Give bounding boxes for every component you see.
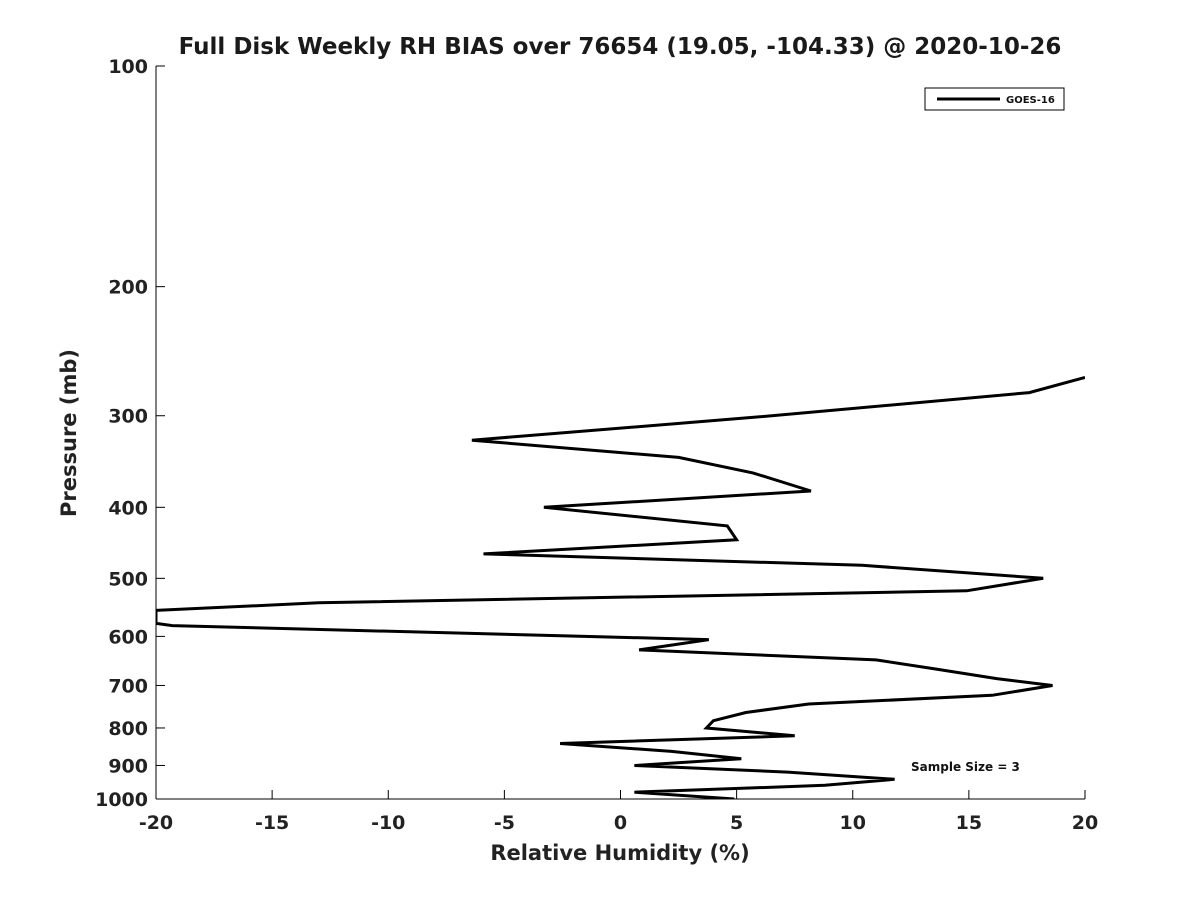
chart-title: Full Disk Weekly RH BIAS over 76654 (19.… [179, 34, 1062, 60]
x-tick-label-5: 5 [730, 812, 743, 834]
x-tick-label-7: 15 [956, 812, 982, 834]
x-tick-label-2: -10 [371, 812, 405, 834]
legend: GOES-16 [924, 87, 1065, 111]
y-axis-label: Pressure (mb) [57, 349, 81, 517]
series-line-goes-16 [156, 375, 1085, 799]
y-tick-label-8: 900 [108, 755, 148, 777]
x-tick-label-4: 0 [614, 812, 627, 834]
y-tick-label-1: 200 [108, 277, 148, 299]
y-tick-label-7: 800 [108, 718, 148, 740]
y-tick-label-0: 100 [108, 56, 148, 78]
x-tick-label-6: 10 [840, 812, 866, 834]
x-tick-label-3: -5 [494, 812, 515, 834]
sample-size-annotation: Sample Size = 3 [911, 760, 1020, 774]
x-axis-label: Relative Humidity (%) [490, 841, 749, 865]
plot-area: -20 -15 -10 -5 0 5 10 15 20 100 200 300 400 500 600 700… [95, 56, 1098, 834]
y-tick-label-5: 600 [108, 626, 148, 648]
y-tick-label-3: 400 [108, 497, 148, 519]
legend-label-goes-16: GOES-16 [1006, 95, 1055, 106]
y-tick-label-4: 500 [108, 568, 148, 590]
y-tick-label-2: 300 [108, 406, 148, 428]
x-tick-label-0: -20 [139, 812, 173, 834]
x-tick-label-8: 20 [1072, 812, 1098, 834]
y-tick-label-9: 1000 [95, 789, 148, 811]
y-tick-label-6: 700 [108, 675, 148, 697]
x-tick-label-1: -15 [255, 812, 289, 834]
